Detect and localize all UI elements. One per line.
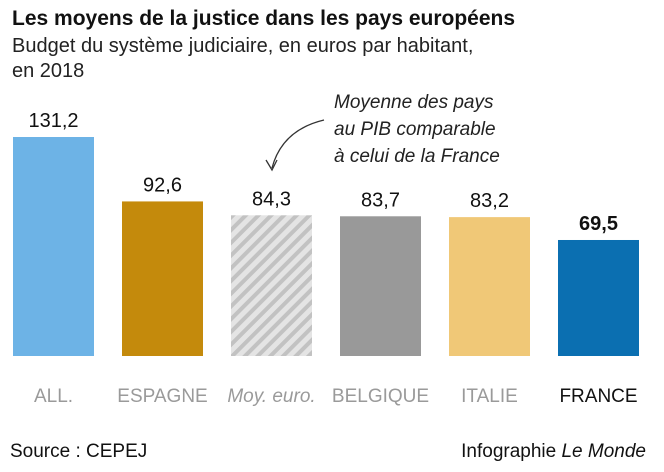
bar (122, 201, 203, 356)
annotation: Moyenne des pays (334, 92, 494, 113)
x-tick-label: ESPAGNE (117, 386, 207, 407)
value-label: 92,6 (143, 174, 182, 196)
bar (231, 215, 312, 356)
value-label: 69,5 (579, 213, 618, 235)
value-label: 131,2 (28, 110, 78, 132)
x-tick-label: FRANCE (559, 386, 637, 407)
x-tick-label: BELGIQUE (332, 386, 429, 407)
value-label: 83,7 (361, 189, 400, 211)
annotation-arrow (271, 119, 325, 169)
credit-text: Infographie (461, 441, 556, 462)
chart-title: Les moyens de la justice dans les pays e… (12, 7, 515, 30)
value-label: 84,3 (252, 188, 291, 210)
chart-subtitle: en 2018 (12, 60, 84, 82)
annotation-arrowhead (265, 159, 278, 172)
x-tick-label: Moy. euro. (227, 386, 315, 407)
value-label: 83,2 (470, 190, 509, 212)
chart-subtitle: Budget du système judiciaire, en euros p… (12, 35, 473, 57)
x-tick-label: ALL. (34, 386, 73, 407)
annotation: au PIB comparable (334, 119, 496, 140)
bar (13, 137, 94, 356)
bar (449, 217, 530, 356)
bar (340, 216, 421, 356)
credit: Infographie Le Monde (461, 441, 646, 462)
credit-text: Le Monde (561, 441, 646, 462)
source: Source : CEPEJ (10, 441, 147, 462)
annotation: à celui de la France (334, 146, 500, 167)
x-tick-label: ITALIE (461, 386, 518, 407)
bar (558, 239, 639, 356)
